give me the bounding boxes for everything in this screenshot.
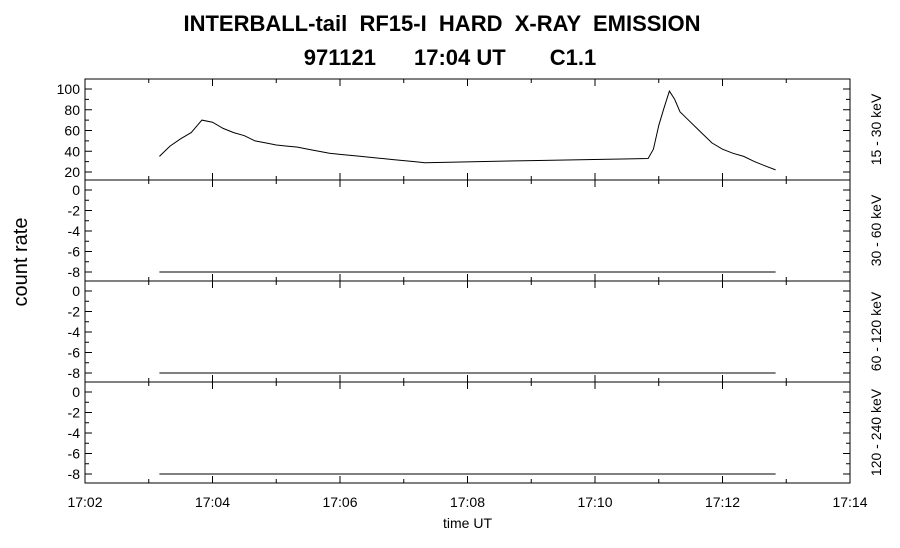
flare-class: C1.1: [549, 45, 597, 70]
chart-subtitle: 971121 17:04 UT C1.1: [0, 45, 900, 71]
series-line: [159, 89, 776, 171]
y-tick-label: -2: [68, 304, 81, 320]
event-time: 17:04 UT: [414, 45, 506, 70]
x-tick-label: 17:04: [195, 494, 230, 510]
y-tick-label: 40: [64, 143, 80, 159]
y-axis-label: count rate: [10, 218, 32, 307]
y-tick-label: -4: [68, 324, 81, 340]
y-tick-label: -8: [68, 466, 81, 482]
panel-energy-label: 60 - 120 keV: [868, 291, 884, 371]
y-tick-label: -6: [68, 244, 81, 260]
panel-energy-label: 15 - 30 keV: [868, 93, 884, 165]
panel-frame: [84, 78, 851, 181]
y-tick-label: -6: [68, 446, 81, 462]
panel-frame: [84, 381, 851, 484]
chart-title: INTERBALL-tail RF15-I HARD X-RAY EMISSIO…: [183, 11, 701, 36]
panel-frame: [84, 280, 851, 383]
x-tick-label: 17:14: [832, 494, 867, 510]
panel-energy-label: 30 - 60 keV: [868, 194, 884, 266]
y-tick-label: -6: [68, 345, 81, 361]
y-tick-label: 100: [57, 81, 81, 97]
y-tick-label: 0: [72, 182, 80, 198]
x-tick-label: 17:02: [67, 494, 102, 510]
x-tick-label: 17:10: [577, 494, 612, 510]
y-tick-label: -8: [68, 264, 81, 280]
y-tick-label: 60: [64, 123, 80, 139]
y-tick-label: 0: [72, 384, 80, 400]
y-tick-label: -2: [68, 203, 81, 219]
x-tick-label: 17:06: [322, 494, 357, 510]
panel-frame: [84, 179, 851, 282]
y-tick-label: 80: [64, 102, 80, 118]
y-tick-label: 0: [72, 283, 80, 299]
y-tick-label: -8: [68, 365, 81, 381]
x-tick-label: 17:12: [705, 494, 740, 510]
y-tick-label: -2: [68, 405, 81, 421]
event-date: 971121: [303, 45, 376, 70]
panel-energy-label: 120 - 240 keV: [868, 388, 884, 476]
y-tick-label: -4: [68, 223, 81, 239]
y-tick-label: -4: [68, 425, 81, 441]
y-tick-label: 20: [64, 164, 80, 180]
x-axis-label: time UT: [443, 515, 492, 531]
x-tick-label: 17:08: [450, 494, 485, 510]
